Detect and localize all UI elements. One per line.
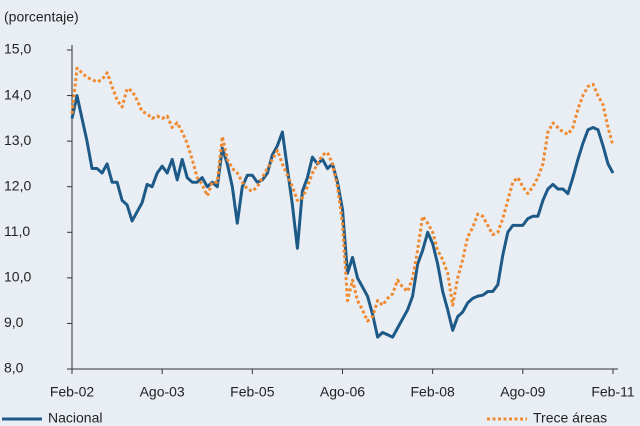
y-tick-label: 9,0 bbox=[4, 314, 24, 330]
y-tick-label: 10,0 bbox=[4, 269, 31, 285]
y-tick-label: 13,0 bbox=[4, 132, 31, 148]
series-line bbox=[70, 66, 615, 323]
y-tick-label: 8,0 bbox=[4, 360, 24, 376]
y-tick-label: 15,0 bbox=[4, 41, 31, 57]
series-line bbox=[70, 94, 615, 339]
x-tick-label: Ago-06 bbox=[320, 384, 365, 400]
legend-label: Nacional bbox=[48, 410, 102, 426]
x-tick-label: Feb-05 bbox=[230, 384, 275, 400]
legend-label: Trece áreas bbox=[533, 410, 607, 426]
x-tick-label: Feb-02 bbox=[50, 384, 95, 400]
x-tick-label: Ago-03 bbox=[140, 384, 185, 400]
y-tick-label: 12,0 bbox=[4, 177, 31, 193]
y-axis-label: (porcentaje) bbox=[4, 9, 79, 25]
x-tick-label: Feb-08 bbox=[410, 384, 455, 400]
y-tick-label: 14,0 bbox=[4, 86, 31, 102]
y-tick-label: 11,0 bbox=[4, 223, 30, 239]
x-tick-label: Feb-11 bbox=[591, 384, 635, 400]
x-tick-label: Ago-09 bbox=[500, 384, 545, 400]
